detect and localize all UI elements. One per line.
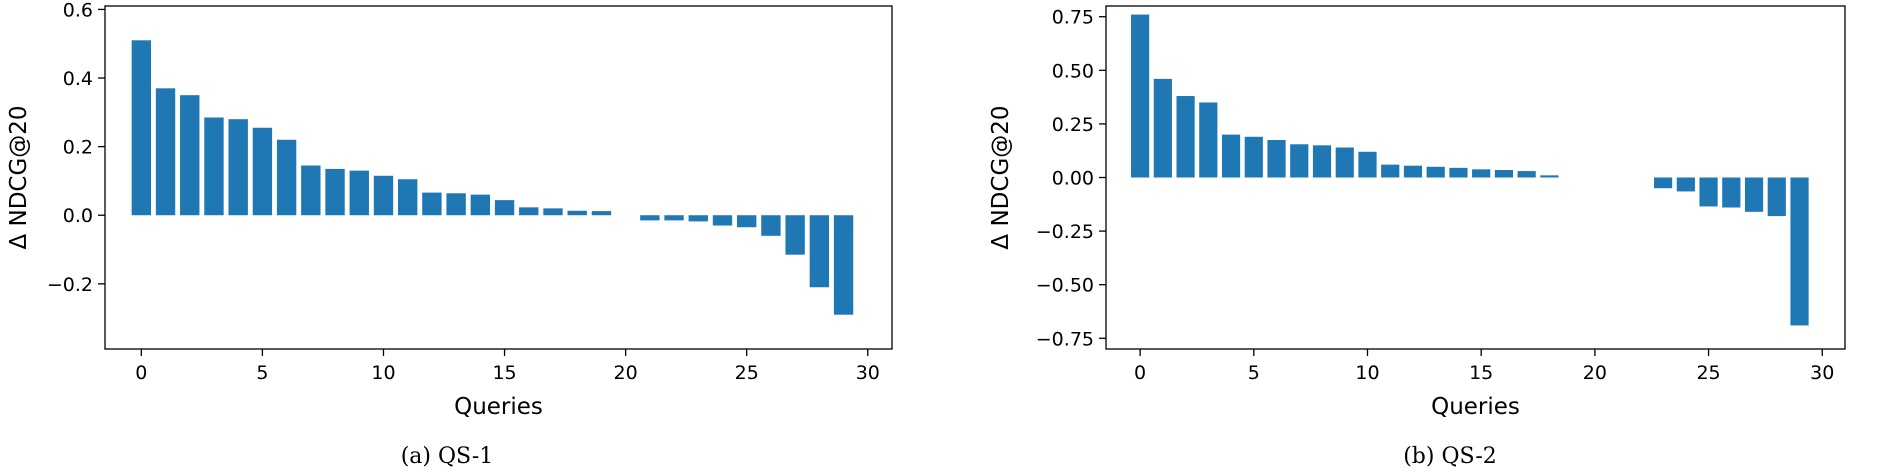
bar-query-7 (301, 165, 321, 216)
x-tick-label: 10 (371, 362, 395, 384)
bar-query-11 (1381, 164, 1400, 178)
y-tick-label: −0.50 (1036, 275, 1094, 297)
bar-query-26 (761, 215, 781, 236)
bar-query-3 (1199, 102, 1218, 178)
y-axis-title: Δ NDCG@20 (988, 105, 1014, 249)
bar-query-19 (591, 211, 612, 216)
x-tick-label: 20 (1583, 362, 1607, 384)
x-tick-label: 20 (614, 362, 638, 384)
bar-query-9 (349, 170, 369, 216)
bar-query-15 (494, 200, 515, 216)
x-tick-label: 15 (1469, 362, 1493, 384)
x-tick-label: 5 (1248, 362, 1260, 384)
y-axis-title: Δ NDCG@20 (6, 105, 32, 249)
y-tick-label: −0.75 (1036, 328, 1094, 350)
bar-query-11 (398, 179, 418, 216)
bar-query-29 (833, 215, 854, 315)
y-tick-label: 0.00 (1052, 168, 1094, 190)
bar-query-18 (1540, 175, 1559, 178)
bar-query-14 (470, 194, 491, 216)
y-tick-label: 0.50 (1052, 60, 1094, 82)
bar-query-8 (1312, 145, 1332, 178)
y-tick-label: −0.2 (47, 274, 93, 296)
bar-query-16 (1494, 170, 1514, 178)
bar-query-28 (809, 215, 830, 288)
bar-query-6 (1267, 139, 1286, 178)
x-tick-label: 0 (135, 362, 147, 384)
chart-qs1: 0 5 10 15 20 25 30 −0.2 0.0 0.2 0.4 0.6 Queries Δ NDC… (6, 0, 893, 469)
bar-query-4 (1221, 134, 1241, 178)
bar-query-5 (1244, 136, 1263, 178)
bar-query-1 (155, 88, 176, 216)
bar-query-24 (1676, 177, 1695, 192)
bar-query-10 (1358, 151, 1377, 178)
bar-query-5 (252, 127, 273, 216)
bar-query-23 (1654, 177, 1673, 189)
y-tick-label: 0.6 (63, 0, 93, 21)
x-tick-label: 30 (856, 362, 880, 384)
y-tick-label: 0.0 (63, 205, 93, 227)
bar-query-14 (1449, 167, 1468, 178)
subfigure-caption: (a) QS-1 (401, 444, 494, 469)
bar-query-13 (1426, 166, 1445, 178)
x-tick-label: 30 (1810, 362, 1834, 384)
bar-query-27 (785, 215, 805, 255)
bar-query-24 (712, 215, 733, 226)
bar-query-0 (131, 40, 152, 216)
bar-query-17 (1517, 171, 1536, 178)
bar-query-25 (1699, 177, 1718, 207)
bar-query-15 (1472, 169, 1491, 178)
bar-query-7 (1290, 144, 1309, 178)
bar-query-17 (543, 208, 563, 216)
bar-query-28 (1767, 177, 1786, 217)
bar-query-23 (688, 215, 708, 222)
bar-query-8 (325, 168, 345, 216)
bar-query-13 (446, 193, 466, 216)
bar-query-10 (373, 175, 394, 216)
bar-query-25 (737, 215, 757, 228)
plot-frame (104, 5, 893, 350)
bar-query-12 (422, 192, 442, 216)
y-tick-label: 0.75 (1052, 7, 1094, 29)
bar-query-1 (1153, 78, 1172, 178)
subfigure-caption: (b) QS-2 (1403, 444, 1497, 469)
bar-query-26 (1722, 177, 1741, 208)
y-tick-label: 0.25 (1052, 114, 1094, 136)
x-tick-label: 25 (735, 362, 759, 384)
y-tick-label: 0.2 (63, 137, 93, 159)
bar-query-29 (1790, 177, 1809, 326)
y-tick-label: −0.25 (1036, 221, 1094, 243)
y-tick-label: 0.4 (63, 68, 93, 90)
x-tick-label: 15 (492, 362, 516, 384)
bar-query-27 (1744, 177, 1764, 212)
bar-query-4 (228, 119, 248, 216)
bar-query-21 (640, 215, 660, 221)
bar-query-6 (276, 139, 297, 216)
bar-query-18 (567, 210, 587, 216)
bar-query-0 (1131, 14, 1150, 178)
chart-qs2: 0 5 10 15 20 25 30 −0.75 −0.50 −0.25 0.00 0.25 0.50 0… (988, 5, 1846, 469)
x-axis-title: Queries (1431, 394, 1520, 420)
bar-query-9 (1335, 147, 1354, 178)
bar-query-2 (180, 95, 200, 216)
x-tick-label: 25 (1696, 362, 1720, 384)
x-axis-title: Queries (454, 394, 543, 420)
x-tick-label: 5 (256, 362, 268, 384)
bar-query-12 (1403, 165, 1423, 178)
x-tick-label: 0 (1134, 362, 1146, 384)
bar-query-16 (519, 207, 539, 216)
bar-query-3 (204, 117, 224, 216)
bar-query-22 (664, 215, 684, 221)
bar-query-2 (1176, 96, 1195, 178)
x-tick-label: 10 (1355, 362, 1379, 384)
